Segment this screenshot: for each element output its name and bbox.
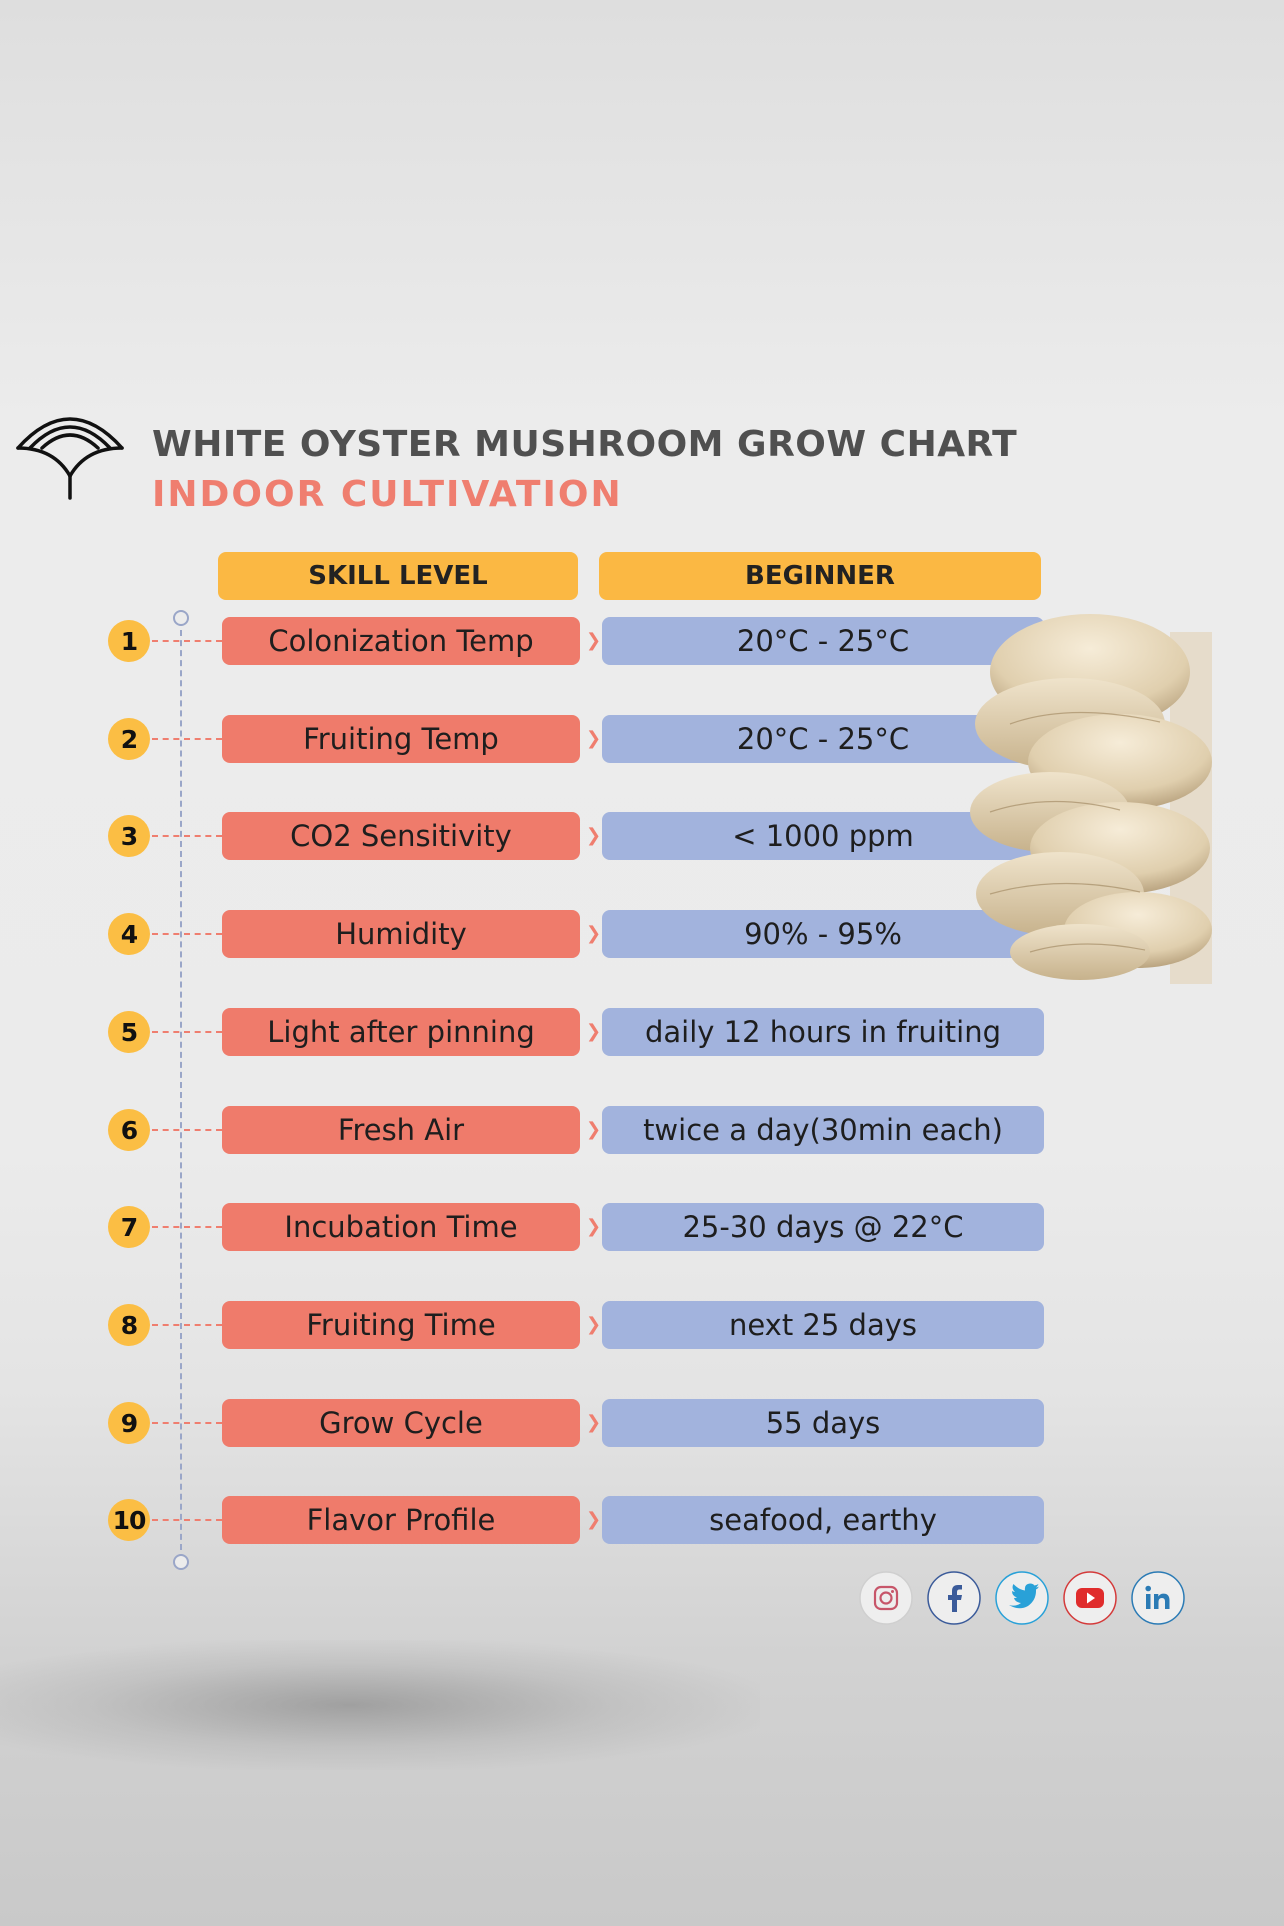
row-number: 5 (108, 1011, 150, 1053)
chevron-right-icon: ❯ (586, 1509, 602, 1530)
row-label: Fruiting Temp (222, 715, 580, 763)
linkedin-icon[interactable] (1130, 1570, 1186, 1626)
row-number: 6 (108, 1109, 150, 1151)
facebook-icon[interactable] (926, 1570, 982, 1626)
row-value: 25-30 days @ 22°C (602, 1203, 1044, 1251)
table-row: 10 Flavor Profile ❯ seafood, earthy (0, 1496, 1284, 1544)
row-number: 4 (108, 913, 150, 955)
row-connector (152, 835, 222, 837)
timeline-start-dot (173, 610, 189, 626)
row-label: Incubation Time (222, 1203, 580, 1251)
row-value: 20°C - 25°C (602, 715, 1044, 763)
youtube-icon[interactable] (1062, 1570, 1118, 1626)
row-connector (152, 738, 222, 740)
row-value: seafood, earthy (602, 1496, 1044, 1544)
row-connector (152, 1031, 222, 1033)
row-number: 7 (108, 1206, 150, 1248)
table-row: 5 Light after pinning ❯ daily 12 hours i… (0, 1008, 1284, 1056)
row-connector (152, 1324, 222, 1326)
row-value: 20°C - 25°C (602, 617, 1044, 665)
row-connector (152, 1422, 222, 1424)
row-connector (152, 1129, 222, 1131)
instagram-icon[interactable] (858, 1570, 914, 1626)
row-number: 10 (108, 1499, 150, 1541)
table-row: 4 Humidity ❯ 90% - 95% (0, 910, 1284, 958)
page-subtitle: INDOOR CULTIVATION (152, 474, 623, 515)
row-connector (152, 1519, 222, 1521)
row-value: 90% - 95% (602, 910, 1044, 958)
table-row: 1 Colonization Temp ❯ 20°C - 25°C (0, 617, 1284, 665)
chevron-right-icon: ❯ (586, 1119, 602, 1140)
mushroom-logo-icon (16, 417, 124, 500)
row-number: 2 (108, 718, 150, 760)
column-header-beginner: BEGINNER (599, 552, 1041, 600)
twitter-icon[interactable] (994, 1570, 1050, 1626)
row-value: daily 12 hours in fruiting (602, 1008, 1044, 1056)
page-title: WHITE OYSTER MUSHROOM GROW CHART (152, 424, 1018, 465)
row-connector (152, 640, 222, 642)
timeline-end-dot (173, 1554, 189, 1570)
table-row: 6 Fresh Air ❯ twice a day(30min each) (0, 1106, 1284, 1154)
row-label: Humidity (222, 910, 580, 958)
row-number: 3 (108, 815, 150, 857)
row-value: 55 days (602, 1399, 1044, 1447)
table-row: 2 Fruiting Temp ❯ 20°C - 25°C (0, 715, 1284, 763)
row-label: Colonization Temp (222, 617, 580, 665)
chevron-right-icon: ❯ (586, 923, 602, 944)
row-number: 8 (108, 1304, 150, 1346)
row-label: Fresh Air (222, 1106, 580, 1154)
row-label: Flavor Profile (222, 1496, 580, 1544)
table-row: 3 CO2 Sensitivity ❯ < 1000 ppm (0, 812, 1284, 860)
chevron-right-icon: ❯ (586, 728, 602, 749)
table-row: 8 Fruiting Time ❯ next 25 days (0, 1301, 1284, 1349)
row-value: next 25 days (602, 1301, 1044, 1349)
oyster-mushroom-image (970, 614, 1212, 984)
floor-shadow (0, 1640, 760, 1770)
row-label: CO2 Sensitivity (222, 812, 580, 860)
row-number: 1 (108, 620, 150, 662)
timeline-line (180, 620, 182, 1560)
chevron-right-icon: ❯ (586, 1021, 602, 1042)
chevron-right-icon: ❯ (586, 1216, 602, 1237)
row-value: < 1000 ppm (602, 812, 1044, 860)
row-connector (152, 1226, 222, 1228)
chevron-right-icon: ❯ (586, 825, 602, 846)
table-row: 7 Incubation Time ❯ 25-30 days @ 22°C (0, 1203, 1284, 1251)
chevron-right-icon: ❯ (586, 1412, 602, 1433)
row-value: twice a day(30min each) (602, 1106, 1044, 1154)
column-header-skill-level: SKILL LEVEL (218, 552, 578, 600)
row-connector (152, 933, 222, 935)
chevron-right-icon: ❯ (586, 630, 602, 651)
chevron-right-icon: ❯ (586, 1314, 602, 1335)
row-label: Fruiting Time (222, 1301, 580, 1349)
row-label: Grow Cycle (222, 1399, 580, 1447)
row-label: Light after pinning (222, 1008, 580, 1056)
row-number: 9 (108, 1402, 150, 1444)
table-row: 9 Grow Cycle ❯ 55 days (0, 1399, 1284, 1447)
